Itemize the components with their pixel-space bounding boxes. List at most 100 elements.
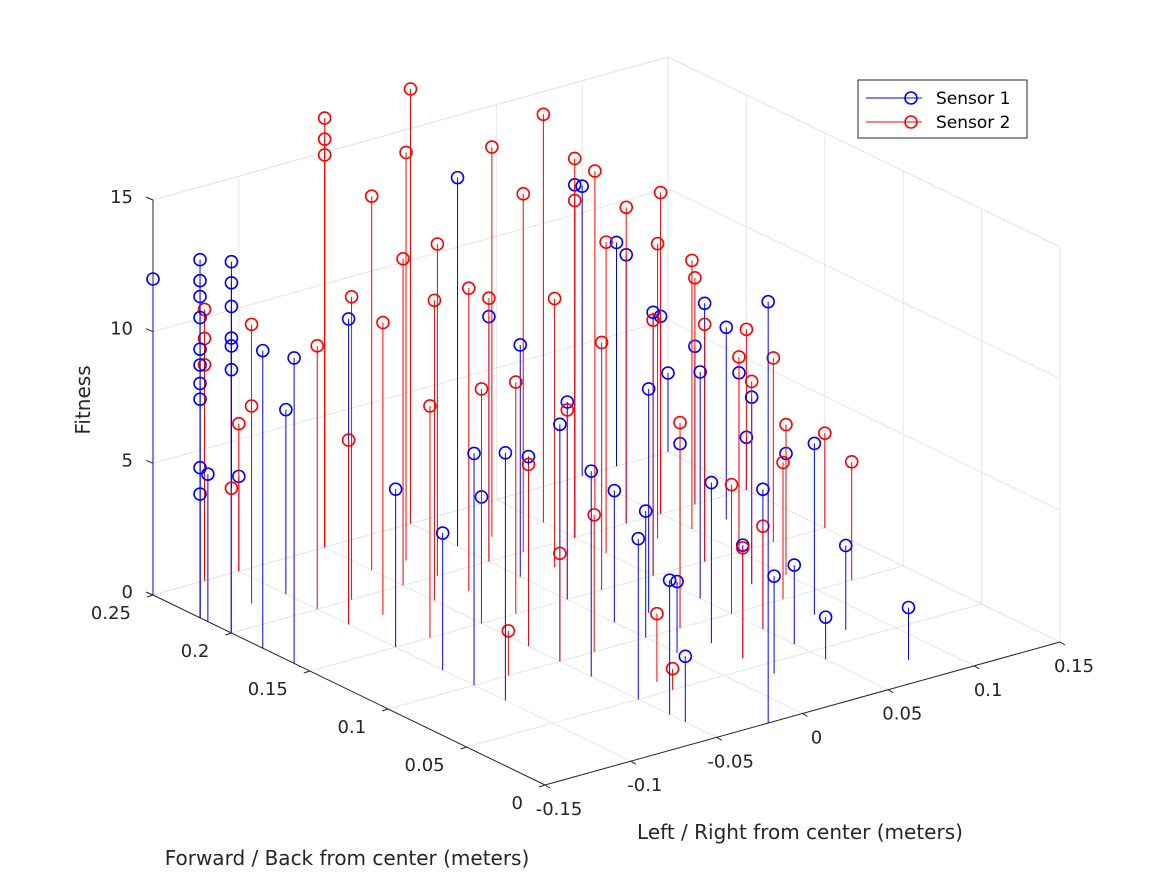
sensor-2-point — [344, 289, 359, 304]
sensor-1-point — [704, 475, 719, 490]
legend-marker-sensor-2 — [904, 115, 918, 129]
legend-item-sensor-1: Sensor 1 — [866, 89, 1011, 109]
sensor-1-point — [719, 320, 734, 335]
side-wall-grid-line — [667, 188, 1061, 380]
sensor-1-point — [638, 504, 653, 518]
x-tick-mark — [888, 689, 894, 694]
x-tick-mark — [630, 760, 637, 765]
sensor-1-point — [646, 305, 660, 320]
x-tick-label: 0.05 — [882, 704, 922, 725]
axis-ticks: -0.15 -0.1 -0.05 0 0.05 0.1 0.15 0 0.05 0.1 0.15 0.… — [91, 187, 1094, 820]
sensor-2-point — [766, 351, 781, 365]
sensor-2-point — [461, 281, 476, 295]
sensor-1-point — [255, 343, 270, 358]
z-axis-label: Fitness — [71, 365, 95, 434]
x-tick-mark — [544, 784, 551, 789]
x-tick-label: 0 — [811, 728, 822, 749]
sensor-2-point — [317, 132, 332, 146]
sensor-1-point — [661, 366, 675, 380]
sensor-2-point — [697, 317, 712, 332]
sensor-2-point — [224, 481, 239, 495]
sensor-1-point — [662, 573, 677, 588]
sensor-2-point — [508, 375, 523, 389]
sensor-1-point — [697, 296, 712, 311]
sensor-2-point — [197, 357, 212, 372]
sensor-2-point — [553, 546, 567, 561]
sensor-2-point — [521, 457, 536, 472]
x-tick-mark — [1059, 641, 1066, 646]
sensor-2-point — [474, 382, 489, 396]
data-stems — [146, 82, 916, 724]
sensor-2-point — [244, 317, 259, 332]
sensor-1-point — [761, 294, 775, 309]
sensor-2-point — [844, 454, 859, 469]
sensor-2-point — [396, 251, 410, 266]
legend-item-sensor-2: Sensor 2 — [866, 113, 1011, 133]
sensor-1-point — [193, 252, 207, 267]
sensor-2-point — [399, 145, 413, 160]
sensor-2-point — [756, 519, 770, 533]
y-tick-label: 0.05 — [405, 755, 445, 776]
sensor-1-point — [146, 272, 160, 286]
x-tick-label: 0.1 — [974, 680, 1003, 701]
sensor-1-point — [584, 464, 599, 478]
y-tick-label: 0.1 — [338, 717, 367, 738]
z-tick-label: 5 — [122, 450, 133, 471]
z-tick-mark — [145, 591, 154, 596]
sensor-1-point — [670, 574, 684, 589]
sensor-2-point — [665, 661, 680, 676]
sensor-1-point — [521, 449, 536, 464]
x-tick-label: 0.15 — [1054, 656, 1094, 677]
sensor-1-point — [678, 649, 693, 664]
sensor-1-point — [193, 392, 207, 407]
sensor-1-point — [193, 342, 207, 357]
sensor-1-point — [224, 362, 239, 377]
legend[interactable]: Sensor 1 Sensor 2 — [857, 79, 1028, 139]
sensor-2-point — [430, 237, 445, 251]
sensor-2-point — [599, 235, 613, 249]
y-tick-mark — [303, 670, 310, 674]
box-top-edge — [667, 56, 1061, 248]
sensor-1-point — [201, 467, 215, 481]
side-wall-grid-line — [667, 319, 1061, 511]
sensor-1-point — [575, 179, 589, 193]
sensor-2-point — [567, 151, 582, 166]
x-axis-label: Left / Right from center (meters) — [637, 820, 963, 844]
sensor-2-point — [594, 335, 609, 350]
sensor-2-point — [653, 185, 668, 200]
sensor-2-point — [673, 415, 687, 430]
sensor-1-point — [193, 487, 207, 501]
z-tick-mark — [145, 196, 154, 201]
sensor-2-point — [403, 82, 418, 96]
x-tick-mark — [802, 713, 808, 717]
sensor-2-point — [317, 148, 332, 162]
sensor-2-point — [423, 399, 437, 413]
sensor-2-point — [688, 271, 702, 285]
sensor-1-point — [224, 331, 239, 345]
y-tick-mark — [460, 746, 467, 750]
sensor-2-point — [501, 624, 516, 638]
sensor-2-point — [341, 433, 356, 447]
y-tick-label: 0.15 — [248, 679, 288, 700]
sensor-2-point — [588, 164, 602, 178]
legend-label-sensor-2: Sensor 2 — [936, 113, 1011, 133]
sensor-1-point — [607, 483, 622, 498]
floor-grid-line — [466, 603, 982, 748]
sensor-1-point — [279, 402, 293, 417]
sensor-1-point — [609, 235, 624, 250]
sensor-2-point — [650, 236, 665, 251]
y-tick-mark — [382, 708, 389, 712]
sensor-1-point — [513, 338, 528, 352]
sensor-2-point — [310, 339, 325, 353]
sensor-1-point — [787, 558, 802, 572]
sensor-2-point — [364, 189, 379, 203]
y-tick-label: 0.2 — [181, 641, 210, 662]
sensor-2-point — [724, 477, 739, 492]
y-tick-mark — [146, 594, 154, 598]
y-axis-label: Forward / Back from center (meters) — [165, 846, 530, 870]
sensor-2-point — [744, 374, 759, 389]
z-tick-mark — [145, 459, 154, 464]
sensor-2-point — [685, 253, 699, 268]
sensor-1-point — [553, 417, 567, 432]
